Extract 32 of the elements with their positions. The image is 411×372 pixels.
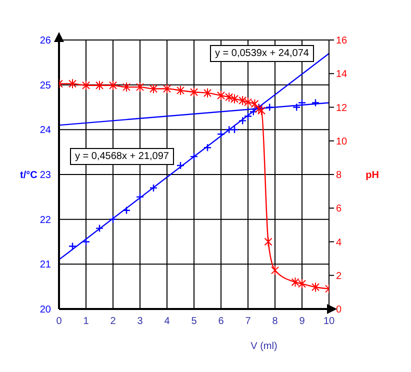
x-tick-label: 1 [83, 316, 90, 328]
x-tick-label: 4 [164, 316, 170, 328]
x-axis-title: V (ml) [250, 341, 278, 352]
y-tick-label: 23 [40, 170, 52, 182]
y-axis-title: t/°C [20, 170, 38, 182]
y2-tick-label: 10 [336, 136, 348, 148]
y2-tick-label: 8 [336, 170, 342, 182]
y2-tick-label: 16 [336, 36, 348, 47]
y-tick-label: 20 [40, 304, 52, 316]
y-tick-label: 22 [40, 214, 52, 226]
x-tick-label: 2 [110, 316, 116, 328]
x-tick-label: 5 [191, 316, 198, 328]
x-tick-label: 3 [137, 316, 144, 328]
y-tick-label: 24 [40, 125, 52, 136]
y2-tick-label: 4 [336, 237, 342, 248]
y2-tick-label: 2 [336, 270, 342, 282]
y-tick-label: 21 [40, 260, 52, 271]
y2-tick-label: 12 [336, 102, 348, 114]
annotation: y = 0,0539x + 24,074 [210, 45, 314, 62]
y2-tick-label: 14 [336, 69, 348, 80]
y2-tick-label: 6 [336, 204, 342, 215]
x-tick-label: 10 [323, 316, 335, 328]
x-tick-label: 8 [272, 316, 278, 328]
x-tick-label: 6 [218, 316, 224, 328]
x-tick-label: 9 [299, 316, 306, 328]
annotation: y = 0,4568x + 21,097 [70, 148, 174, 165]
x-tick-label: 0 [56, 316, 62, 328]
y-tick-label: 25 [40, 80, 52, 92]
y2-axis-title: pH [366, 170, 379, 182]
x-tick-label: 7 [245, 316, 252, 328]
y2-tick-label: 0 [336, 304, 342, 316]
y-tick-label: 26 [40, 36, 52, 47]
